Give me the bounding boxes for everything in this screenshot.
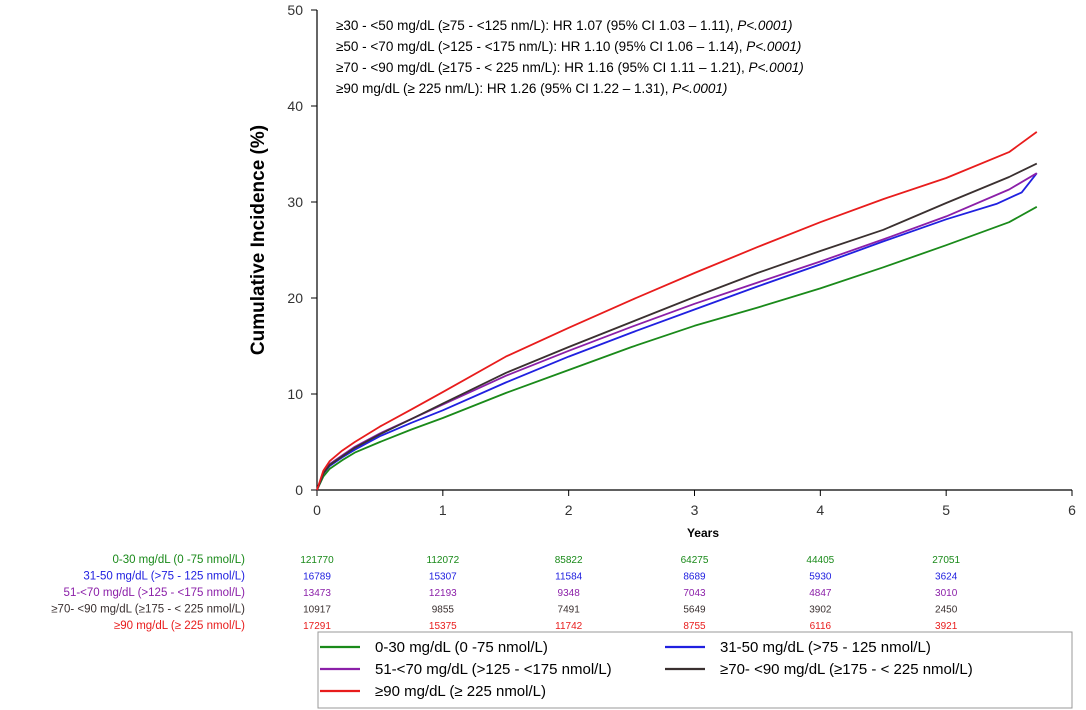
x-tick-label: 3 <box>691 502 699 518</box>
risk-count: 11742 <box>555 621 583 632</box>
y-tick-label: 50 <box>287 2 303 18</box>
risk-count: 8689 <box>683 572 706 583</box>
risk-row-label: 31-50 mg/dL (>75 - 125 nmol/L) <box>83 571 245 583</box>
series-group <box>316 131 1038 491</box>
y-tick-label: 40 <box>287 98 303 114</box>
risk-count: 17291 <box>303 621 331 632</box>
risk-count: 6116 <box>810 621 832 632</box>
series-line-3 <box>316 162 1038 491</box>
hr-annotation: ≥30 - <50 mg/dL (≥75 - <125 nm/L): HR 1.… <box>336 18 792 33</box>
risk-count: 11584 <box>555 572 583 583</box>
hr-annotation: ≥50 - <70 mg/dL (>125 - <175 nm/L): HR 1… <box>336 39 801 54</box>
legend-label: ≥70- <90 mg/dL (≥175 - < 225 nmol/L) <box>720 661 973 678</box>
risk-count: 64275 <box>681 555 709 566</box>
series-line-4 <box>316 131 1038 491</box>
risk-count: 3921 <box>935 621 958 632</box>
risk-count: 15307 <box>429 572 457 583</box>
risk-count: 12193 <box>429 588 457 599</box>
risk-count: 10917 <box>303 605 331 616</box>
hr-annotation-text: ≥90 mg/dL (≥ 225 nm/L): HR 1.26 (95% CI … <box>336 81 672 96</box>
x-tick-label: 0 <box>313 502 321 518</box>
hr-annotation-p: P<.0001) <box>749 60 804 75</box>
risk-count: 3010 <box>935 588 958 599</box>
risk-count: 7043 <box>683 588 706 599</box>
hr-annotation-text: ≥70 - <90 mg/dL (≥175 - < 225 nm/L): HR … <box>336 60 749 75</box>
y-tick-label: 10 <box>287 386 303 402</box>
risk-count: 27051 <box>932 555 960 566</box>
hr-annotation-p: P<.0001) <box>737 18 792 33</box>
hr-annotation: ≥70 - <90 mg/dL (≥175 - < 225 nm/L): HR … <box>336 60 804 75</box>
risk-count: 44405 <box>806 555 834 566</box>
x-tick-label: 6 <box>1068 502 1076 518</box>
legend-label: 0-30 mg/dL (0 -75 nmol/L) <box>375 639 548 656</box>
y-ticks: 0 10 20 30 40 50 <box>287 2 317 498</box>
risk-row-label: 51-<70 mg/dL (>125 - <175 nmol/L) <box>64 587 246 599</box>
x-tick-label: 4 <box>816 502 824 518</box>
risk-count: 2450 <box>935 605 958 616</box>
hr-annotation-p: P<.0001) <box>746 39 801 54</box>
legend-label: 31-50 mg/dL (>75 - 125 nmol/L) <box>720 639 931 656</box>
y-tick-label: 0 <box>295 482 303 498</box>
x-axis-title: Years <box>687 526 719 540</box>
x-tick-label: 2 <box>565 502 573 518</box>
x-tick-label: 1 <box>439 502 447 518</box>
hr-annotation-text: ≥50 - <70 mg/dL (>125 - <175 nm/L): HR 1… <box>336 39 746 54</box>
risk-count: 9348 <box>558 588 581 599</box>
x-ticks: 0 1 2 3 4 5 6 <box>313 490 1076 518</box>
hr-annotations: ≥30 - <50 mg/dL (≥75 - <125 nm/L): HR 1.… <box>336 18 804 96</box>
risk-row-label: ≥90 mg/dL (≥ 225 nmol/L) <box>114 620 245 632</box>
risk-count: 8755 <box>683 621 706 632</box>
legend-box <box>317 631 1073 709</box>
legend-label: ≥90 mg/dL (≥ 225 nmol/L) <box>375 683 546 700</box>
y-tick-label: 20 <box>287 290 303 306</box>
risk-count: 15375 <box>429 621 457 632</box>
risk-count: 85822 <box>555 555 583 566</box>
risk-count: 5930 <box>809 572 832 583</box>
y-tick-label: 30 <box>287 194 303 210</box>
hr-annotation-p: P<.0001) <box>672 81 727 96</box>
x-tick-label: 5 <box>942 502 950 518</box>
risk-count: 3624 <box>935 572 958 583</box>
risk-row-label: ≥70- <90 mg/dL (≥175 - < 225 nmol/L) <box>51 604 245 616</box>
risk-count: 5649 <box>683 605 706 616</box>
risk-table: 0-30 mg/dL (0 -75 nmol/L) 121770 112072 858… <box>51 554 960 632</box>
hr-annotation-text: ≥30 - <50 mg/dL (≥75 - <125 nm/L): HR 1.… <box>336 18 737 33</box>
legend-label: 51-<70 mg/dL (>125 - <175 nmol/L) <box>375 661 612 678</box>
y-axis-title: Cumulative Incidence (%) <box>248 125 269 355</box>
risk-count: 16789 <box>303 572 331 583</box>
risk-count: 3902 <box>809 605 832 616</box>
risk-count: 121770 <box>300 555 334 566</box>
risk-count: 7491 <box>558 605 581 616</box>
risk-count: 13473 <box>303 588 331 599</box>
series-line-0 <box>316 206 1038 491</box>
hr-annotation: ≥90 mg/dL (≥ 225 nm/L): HR 1.26 (95% CI … <box>336 81 727 96</box>
risk-count: 112072 <box>427 555 460 566</box>
risk-count: 9855 <box>432 605 455 616</box>
risk-row-label: 0-30 mg/dL (0 -75 nmol/L) <box>112 554 245 566</box>
legend: 0-30 mg/dL (0 -75 nmol/L) 31-50 mg/dL (>7… <box>317 631 1073 709</box>
risk-count: 4847 <box>809 588 832 599</box>
